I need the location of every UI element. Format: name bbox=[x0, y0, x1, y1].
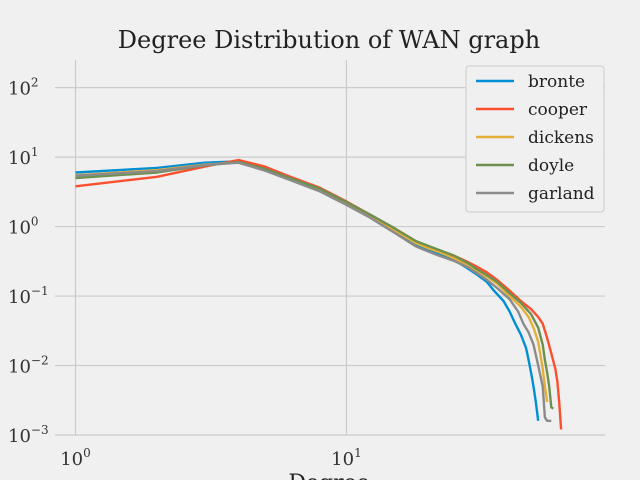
y-tick-label: 101 bbox=[8, 145, 39, 169]
legend-label-doyle: doyle bbox=[528, 156, 574, 176]
legend-label-dickens: dickens bbox=[528, 128, 594, 148]
legend-label-bronte: bronte bbox=[528, 72, 585, 92]
legend: bronte cooper dickens doyle garland bbox=[465, 65, 605, 213]
series-line-doyle bbox=[75, 160, 554, 410]
series-layer bbox=[75, 158, 563, 430]
series-line-garland bbox=[75, 161, 552, 422]
y-tick-label: 10−2 bbox=[8, 354, 49, 378]
y-tick-label: 102 bbox=[8, 76, 39, 100]
y-tick-label: 100 bbox=[8, 215, 39, 239]
x-tick-label: 101 bbox=[331, 446, 362, 470]
legend-label-cooper: cooper bbox=[528, 100, 588, 120]
chart-title: Degree Distribution of WAN graph bbox=[118, 26, 540, 54]
y-tick-label: 10−3 bbox=[8, 423, 49, 447]
tick-labels: 100 101 102 101 100 10−1 10−2 10−3 bbox=[8, 76, 362, 470]
x-tick-label: 100 bbox=[60, 446, 91, 470]
x-axis-label: Degree bbox=[288, 471, 369, 480]
legend-box bbox=[465, 65, 605, 213]
legend-label-garland: garland bbox=[528, 184, 595, 204]
y-tick-label: 10−1 bbox=[8, 284, 49, 308]
